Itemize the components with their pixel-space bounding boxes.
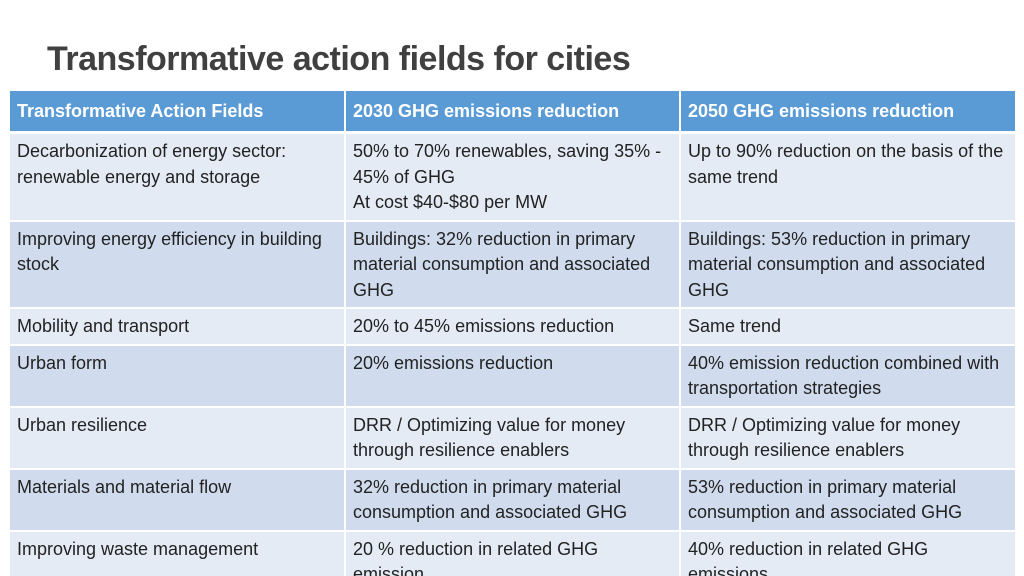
cell-action-field: Mobility and transport xyxy=(10,308,346,346)
table-header-row: Transformative Action Fields 2030 GHG em… xyxy=(10,91,1015,134)
cell-action-field: Decarbonization of energy sector: renewa… xyxy=(10,132,346,222)
cell-2050: DRR / Optimizing value for money through… xyxy=(680,406,1015,470)
table-row: Urban form 20% emissions reduction 40% e… xyxy=(10,344,1015,408)
cell-2030: 32% reduction in primary material consum… xyxy=(345,468,681,532)
table-row: Improving waste management 20 % reductio… xyxy=(10,530,1015,576)
cell-2050: Up to 90% reduction on the basis of the … xyxy=(680,132,1015,222)
table-row: Mobility and transport 20% to 45% emissi… xyxy=(10,308,1015,346)
cell-action-field: Improving waste management xyxy=(10,530,346,576)
table-row: Improving energy efficiency in building … xyxy=(10,220,1015,309)
cell-2050: 53% reduction in primary material consum… xyxy=(680,468,1015,532)
cell-2050: 40% emission reduction combined with tra… xyxy=(680,344,1015,408)
cell-2030: 20 % reduction in related GHG emission xyxy=(345,530,681,576)
table-row: Urban resilience DRR / Optimizing value … xyxy=(10,406,1015,470)
cell-2030: 20% emissions reduction xyxy=(345,344,681,408)
cell-action-field: Materials and material flow xyxy=(10,468,346,532)
cell-2030: 50% to 70% renewables, saving 35% - 45% … xyxy=(345,132,681,222)
header-2030-reduction: 2030 GHG emissions reduction xyxy=(345,91,681,134)
cell-2030: Buildings: 32% reduction in primary mate… xyxy=(345,220,681,309)
cell-2050: 40% reduction in related GHG emissions xyxy=(680,530,1015,576)
table-row: Materials and material flow 32% reductio… xyxy=(10,468,1015,532)
cell-2050: Same trend xyxy=(680,308,1015,346)
cell-action-field: Urban resilience xyxy=(10,406,346,470)
cell-2030: DRR / Optimizing value for money through… xyxy=(345,406,681,470)
cell-2030: 20% to 45% emissions reduction xyxy=(345,308,681,346)
page-title: Transformative action fields for cities xyxy=(47,40,631,78)
header-2050-reduction: 2050 GHG emissions reduction xyxy=(680,91,1015,134)
cell-action-field: Urban form xyxy=(10,344,346,408)
header-action-fields: Transformative Action Fields xyxy=(10,91,346,134)
action-fields-table: Transformative Action Fields 2030 GHG em… xyxy=(10,91,1015,576)
cell-2050: Buildings: 53% reduction in primary mate… xyxy=(680,220,1015,309)
cell-action-field: Improving energy efficiency in building … xyxy=(10,220,346,309)
table-row: Decarbonization of energy sector: renewa… xyxy=(10,132,1015,222)
